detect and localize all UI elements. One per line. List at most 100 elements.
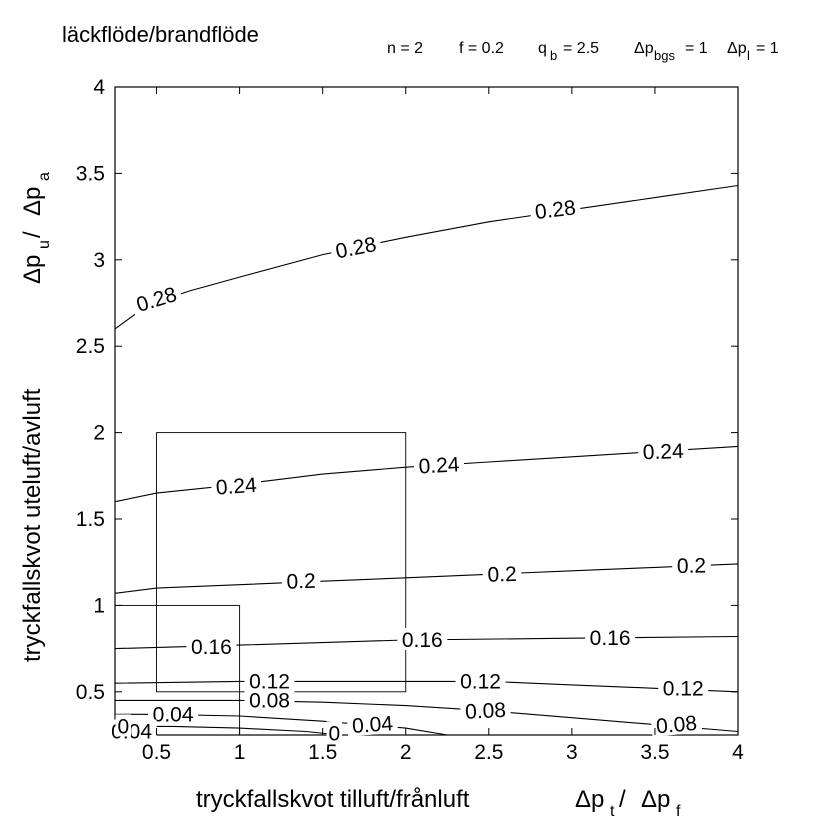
contour-label-group: 0.24 xyxy=(210,472,262,500)
contour-label: 0.28 xyxy=(534,196,577,224)
y-tick-label: 4 xyxy=(93,76,105,99)
contour-label-backing xyxy=(482,561,522,585)
contour-label-backing xyxy=(413,452,465,477)
contour-label: 0.12 xyxy=(663,677,704,700)
contour-label: 0.16 xyxy=(191,636,232,659)
contour-label-group: 0.08 xyxy=(650,710,703,738)
contour-label-backing xyxy=(455,669,506,692)
contour-label: 0.08 xyxy=(655,712,698,738)
contour-label-group: 0.2 xyxy=(482,561,522,587)
contour-label: 0.2 xyxy=(677,554,707,578)
contour-label-backing xyxy=(326,721,343,744)
x-tick-label: 0.5 xyxy=(142,741,171,764)
y-axis-label-separator: / xyxy=(19,231,46,238)
contour-label-group: 0.12 xyxy=(455,669,506,693)
y-tick-label: 3 xyxy=(93,249,105,272)
contour-label: 0.04 xyxy=(153,703,194,726)
contour-label-backing xyxy=(397,628,448,650)
y-axis-label-sub-2: a xyxy=(36,172,53,181)
contour-line-0_2 xyxy=(114,563,739,594)
parameter-line: n = 2 f = 0.2 q b = 2.5 Δp bgs = 1 Δp l … xyxy=(387,40,779,63)
x-axis-label-sub-2: f xyxy=(676,803,681,820)
chart-title: läckflöde/brandflöde xyxy=(62,22,259,47)
x-tick-label: 2 xyxy=(400,741,412,764)
contour-label-backing xyxy=(115,714,132,737)
param-dpbgs-subscript: bgs xyxy=(654,48,675,63)
contour-label: 0.16 xyxy=(590,627,631,650)
contour-label-backing xyxy=(658,676,709,699)
y-axis-ticks: 0.5 1 1.5 2 2.5 3 3.5 4 xyxy=(76,76,738,704)
param-dpbgs-value: = 1 xyxy=(685,40,708,57)
contour-label: 0.16 xyxy=(402,629,443,652)
x-tick-label: 1.5 xyxy=(308,741,337,764)
y-axis-label: tryckfallskvot uteluft/avluft Δp u / Δp … xyxy=(19,172,53,662)
param-dpbgs-symbol: Δp xyxy=(634,40,654,57)
contour-label-backing xyxy=(329,231,383,263)
x-tick-label: 2.5 xyxy=(474,741,503,764)
param-dpl-subscript: l xyxy=(747,48,750,63)
x-axis-label-separator: / xyxy=(619,786,626,813)
contour-label: 0.24 xyxy=(215,474,258,500)
contour-label-group: 0.24 xyxy=(637,438,689,464)
contour-label: 0.24 xyxy=(418,453,460,478)
contour-label-group: 0 xyxy=(115,714,132,738)
param-dpl-symbol: Δp xyxy=(727,40,747,57)
contour-label-group: 0.04 xyxy=(148,702,199,726)
param-n: n = 2 xyxy=(387,40,423,57)
y-axis-label-sub-1: u xyxy=(36,240,53,249)
x-tick-label: 1 xyxy=(234,741,246,764)
contour-label-backing xyxy=(529,194,582,223)
region-box-1 xyxy=(114,604,241,736)
contour-label-backing xyxy=(129,280,184,317)
contour-label-group: 0.12 xyxy=(244,669,295,693)
contour-label-group: 0.2 xyxy=(281,568,321,594)
contour-label-backing xyxy=(672,553,711,577)
contour-label-backing xyxy=(346,710,399,737)
contour-label-group: 0.16 xyxy=(397,628,448,652)
contour-label-backing xyxy=(186,634,237,657)
contour-label: 0.24 xyxy=(642,440,684,464)
param-qb-value: = 2.5 xyxy=(563,40,599,57)
contour-label-backing xyxy=(459,697,511,723)
y-axis-label-symbol-2: Δp xyxy=(19,187,46,216)
y-tick-label: 2.5 xyxy=(76,335,105,358)
contour-label-group: 0 xyxy=(326,721,343,745)
x-axis-label-text: tryckfallskvot tilluft/frånluft xyxy=(196,786,470,813)
contour-line-0_24 xyxy=(114,445,739,503)
y-axis-label-text: tryckfallskvot uteluft/avluft xyxy=(19,388,46,662)
param-qb-subscript: b xyxy=(550,48,557,63)
contour-label: 0 xyxy=(117,715,129,738)
contour-label: 0.2 xyxy=(487,563,517,587)
contour-label-backing xyxy=(210,472,262,498)
y-tick-label: 1.5 xyxy=(76,508,105,531)
contour-label: 0.08 xyxy=(465,699,507,724)
contour-label-group: 0.24 xyxy=(413,452,465,478)
contour-label-group: 0.08 xyxy=(459,697,511,724)
contour-label-group: 0.08 xyxy=(244,688,295,712)
contour-label: 0.08 xyxy=(249,689,290,712)
x-axis-label-symbol-1: Δp xyxy=(575,786,604,813)
contour-label-backing xyxy=(244,669,295,692)
param-dpl-value: = 1 xyxy=(756,40,779,57)
y-tick-label: 0.5 xyxy=(76,681,105,704)
param-f: f = 0.2 xyxy=(459,40,504,57)
contour-label-backing xyxy=(244,688,295,711)
contour-label: 0.12 xyxy=(460,670,501,693)
contour-label-group: 0.28 xyxy=(529,194,582,224)
x-axis-label-sub-1: t xyxy=(610,803,615,820)
contour-label-group: 0.04 xyxy=(106,719,157,744)
y-tick-label: 1 xyxy=(93,594,105,617)
contour-label: 0 xyxy=(328,722,340,745)
contour-labels: 0.280.280.280.240.240.240.2 0.2 0.20.16 0.1… xyxy=(106,194,711,745)
x-axis-label: tryckfallskvot tilluft/frånluft Δp t / Δ… xyxy=(196,786,681,820)
contour-label-backing xyxy=(281,568,321,592)
contour-label-group: 0.2 xyxy=(672,553,711,578)
contour-label-backing xyxy=(637,438,689,463)
contour-label-backing xyxy=(148,702,199,725)
contour-label: 0.04 xyxy=(351,712,394,738)
x-tick-label: 4 xyxy=(732,741,744,764)
contour-label-backing xyxy=(585,626,636,649)
x-tick-label: 3 xyxy=(566,741,578,764)
y-axis-label-symbol-1: Δp xyxy=(19,255,46,284)
y-tick-label: 3.5 xyxy=(76,162,105,185)
